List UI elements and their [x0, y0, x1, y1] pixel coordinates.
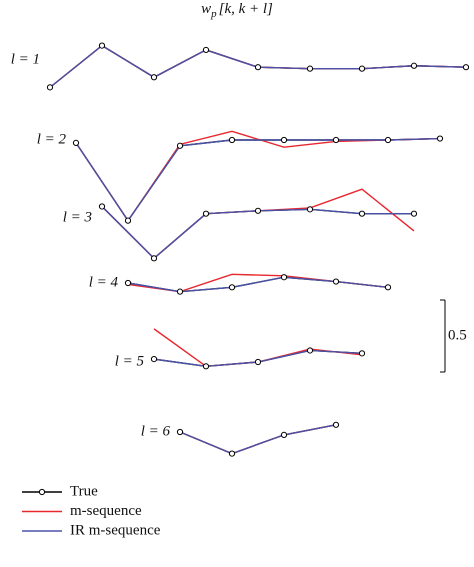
true-marker — [280, 274, 288, 281]
true-marker — [150, 74, 158, 81]
true-marker — [306, 347, 314, 354]
true-marker — [228, 450, 236, 457]
true-marker — [228, 136, 236, 144]
series-line — [101, 205, 414, 260]
series-line — [101, 188, 415, 260]
true-marker — [358, 350, 366, 357]
true-marker — [358, 210, 366, 217]
scale-bar-label: 0.5 — [448, 327, 467, 343]
true-marker — [384, 136, 392, 144]
true-marker — [176, 288, 184, 295]
true-marker — [254, 64, 262, 71]
true-marker — [202, 363, 210, 370]
row-label: l = 6 — [141, 423, 171, 439]
true-marker — [306, 206, 314, 213]
true-marker — [358, 65, 366, 72]
true-marker — [254, 358, 262, 366]
true-marker — [228, 284, 236, 291]
row-label: l = 5 — [115, 353, 145, 369]
legend-marker — [38, 488, 46, 496]
true-marker — [98, 42, 106, 49]
true-marker — [280, 136, 288, 144]
row-label: l = 3 — [63, 209, 92, 225]
true-marker — [124, 279, 132, 287]
true-marker — [202, 46, 210, 54]
row-label: l = 4 — [89, 274, 119, 290]
true-marker — [306, 65, 314, 72]
true-marker — [254, 207, 262, 214]
row-label: l = 1 — [11, 51, 40, 67]
chart-title: wp [k, k + l] — [201, 1, 273, 19]
true-marker — [410, 62, 418, 69]
true-marker — [462, 64, 470, 71]
legend-label: m-sequence — [70, 503, 142, 519]
true-marker — [46, 84, 54, 91]
true-marker — [98, 203, 106, 210]
legend-label: IR m-sequence — [70, 522, 161, 538]
true-marker — [150, 255, 158, 262]
title-main: w — [201, 1, 211, 17]
true-marker — [124, 217, 132, 224]
series-line — [179, 424, 337, 455]
true-marker — [332, 136, 340, 144]
series-line — [127, 276, 389, 293]
true-marker — [332, 278, 340, 285]
title-subscript: p — [210, 8, 217, 20]
true-marker — [410, 210, 418, 217]
true-marker — [202, 210, 210, 217]
true-marker — [332, 421, 340, 428]
title-suffix: [k, k + l] — [219, 1, 273, 17]
true-marker — [150, 356, 158, 363]
true-marker — [176, 142, 184, 149]
true-marker — [176, 428, 184, 436]
true-marker — [280, 431, 288, 438]
true-marker — [436, 135, 444, 142]
true-marker — [384, 284, 392, 291]
true-marker — [72, 139, 80, 146]
legend-label: True — [70, 483, 98, 499]
series-line — [75, 137, 441, 222]
row-label: l = 2 — [37, 131, 67, 147]
